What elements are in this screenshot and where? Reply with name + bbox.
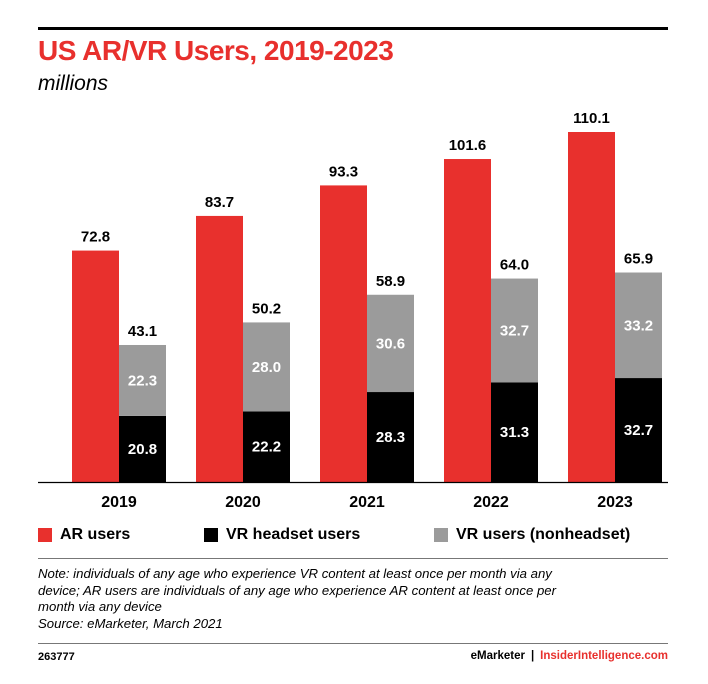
legend-swatch-vr-headset — [204, 528, 218, 542]
legend-item-ar: AR users — [38, 523, 130, 547]
brand-emarketer: eMarketer — [470, 650, 525, 662]
legend-swatch-vr-nonheadset — [434, 528, 448, 542]
source-line: Source: eMarketer, March 2021 — [38, 615, 223, 631]
legend-item-vr-headset: VR headset users — [204, 523, 360, 547]
x-tick-label: 2021 — [349, 494, 385, 511]
bar-vr-nonheadset — [119, 344, 166, 416]
chart-subtitle: millions — [38, 72, 109, 95]
bar-vr-nonheadset — [367, 294, 414, 393]
bar-vr-headset — [243, 411, 290, 482]
data-label-vr-headset: 20.8 — [128, 441, 157, 458]
data-label-vr-nonheadset: 30.6 — [376, 335, 405, 352]
data-label-ar: 110.1 — [573, 110, 610, 127]
brand-insiderintelligence: InsiderIntelligence.com — [540, 650, 668, 662]
note-line: Note: individuals of any age who experie… — [38, 566, 552, 581]
data-label-vr-nonheadset: 28.0 — [252, 359, 281, 376]
bar-ar-users — [568, 132, 615, 482]
data-label-vr-total: 65.9 — [624, 251, 653, 268]
bar-vr-headset — [615, 378, 662, 482]
note-block: Note: individuals of any age who experie… — [38, 566, 678, 632]
legend-label-ar: AR users — [60, 526, 131, 543]
bar-vr-nonheadset — [243, 322, 290, 412]
brand-separator: | — [530, 650, 535, 662]
legend: AR users VR headset users VR users (nonh… — [38, 523, 678, 547]
chart-id: 263777 — [38, 651, 75, 663]
data-label-vr-headset: 22.2 — [252, 439, 281, 456]
data-label-ar: 83.7 — [205, 194, 234, 211]
data-label-vr-nonheadset: 32.7 — [500, 323, 529, 340]
data-label-vr-nonheadset: 33.2 — [624, 317, 653, 334]
bar-ar-users — [72, 250, 119, 482]
bar-vr-headset — [367, 392, 414, 482]
data-label-vr-total: 64.0 — [500, 257, 529, 274]
data-label-vr-headset: 32.7 — [624, 422, 653, 439]
bar-ar-users — [320, 185, 367, 482]
bar-vr-nonheadset — [491, 278, 538, 383]
data-label-vr-nonheadset: 22.3 — [128, 372, 157, 389]
x-tick-label: 2022 — [473, 494, 509, 511]
note-line: month via any device — [38, 599, 162, 614]
footer-divider — [38, 643, 668, 644]
note-divider — [38, 558, 668, 559]
bar-vr-nonheadset — [615, 272, 662, 379]
data-label-vr-headset: 31.3 — [500, 424, 529, 441]
legend-label-vr-headset: VR headset users — [226, 526, 361, 543]
footer-brand: eMarketer | InsiderIntelligence.com — [471, 650, 668, 662]
data-label-ar: 72.8 — [81, 229, 110, 246]
data-label-ar: 101.6 — [449, 137, 487, 154]
x-tick-label: 2019 — [101, 494, 137, 511]
bar-vr-headset — [119, 415, 166, 482]
bar-ar-users — [444, 159, 491, 483]
x-tick-label: 2020 — [225, 494, 261, 511]
data-label-vr-total: 58.9 — [376, 273, 405, 290]
bar-chart: 72.8 20.8 22.3 43.1 2019 83.7 22.2 28.0 50.2 2020… — [38, 110, 668, 511]
top-rule — [38, 27, 668, 30]
legend-label-vr-nonheadset: VR users (nonheadset) — [456, 526, 631, 543]
legend-swatch-ar — [38, 528, 52, 542]
bar-ar-users — [196, 215, 243, 482]
x-tick-label: 2023 — [597, 494, 633, 511]
data-label-vr-total: 43.1 — [128, 323, 157, 340]
legend-item-vr-nonheadset: VR users (nonheadset) — [434, 523, 630, 547]
data-label-vr-headset: 28.3 — [376, 429, 405, 446]
data-label-ar: 93.3 — [329, 163, 358, 180]
note-line: device; AR users are individuals of any … — [38, 582, 557, 598]
chart-title: US AR/VR Users, 2019-2023 — [38, 35, 394, 66]
data-label-vr-total: 50.2 — [252, 300, 281, 317]
bar-vr-headset — [491, 382, 538, 482]
